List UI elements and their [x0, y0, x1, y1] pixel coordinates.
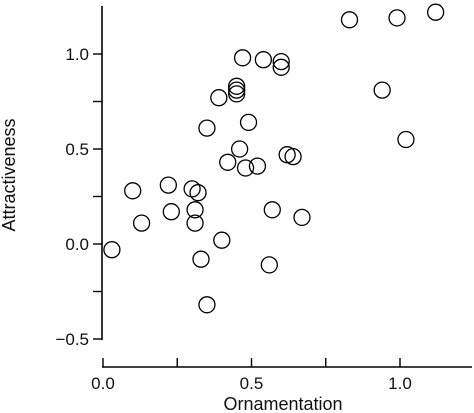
scatter-point	[248, 157, 267, 175]
scatter-point	[236, 159, 255, 177]
y-tick-label: −0.5	[55, 330, 89, 349]
scatter-point	[198, 296, 216, 314]
y-axis-label: Attractiveness	[0, 118, 19, 231]
y-axis: −0.5 0.0 0.5 1.0	[55, 6, 103, 349]
scatter-point	[183, 180, 201, 198]
scatter-point	[373, 81, 391, 99]
scatter-point	[192, 250, 210, 268]
scatter-point	[186, 214, 204, 232]
scatter-point	[227, 77, 246, 95]
scatter-point	[397, 130, 415, 149]
scatter-point	[189, 184, 207, 202]
scatter-point	[124, 182, 142, 200]
scatter-point	[186, 201, 204, 219]
scatter-point	[210, 89, 228, 107]
scatter-point	[272, 58, 290, 76]
data-points	[103, 3, 445, 314]
scatter-point	[159, 176, 177, 194]
scatter-point	[426, 3, 445, 21]
scatter-point	[284, 147, 302, 166]
scatter-point	[230, 140, 249, 158]
scatter-point	[254, 51, 273, 69]
scatter-point	[272, 52, 290, 71]
y-tick-label: 0.5	[65, 140, 89, 159]
scatter-point	[162, 203, 180, 221]
scatter-point	[219, 153, 237, 171]
y-tick-label: 0.0	[65, 235, 89, 254]
scatter-point	[340, 11, 359, 29]
y-tick-label: 1.0	[65, 45, 89, 64]
x-tick-label: 0.0	[91, 374, 115, 393]
x-axis-label: Ornamentation	[223, 394, 342, 413]
scatter-point	[132, 214, 151, 232]
scatter-point	[239, 113, 258, 132]
x-tick-label: 0.5	[240, 374, 264, 393]
scatter-point	[233, 49, 252, 67]
scatter-point	[263, 201, 281, 219]
scatter-point	[213, 231, 231, 249]
scatter-point	[388, 9, 406, 27]
scatter-point	[227, 81, 246, 99]
scatter-point	[293, 208, 311, 227]
x-tick-label: 1.0	[388, 374, 412, 393]
scatter-point	[227, 85, 246, 103]
scatter-point	[103, 241, 121, 259]
scatter-point	[198, 119, 216, 137]
x-axis: 0.0 0.5 1.0	[91, 358, 472, 393]
scatter-point	[260, 256, 278, 274]
